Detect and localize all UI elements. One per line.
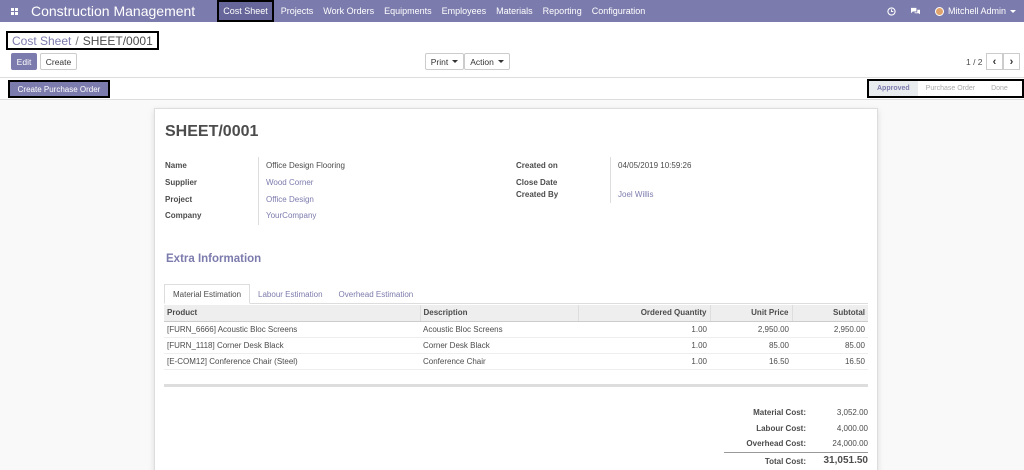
status-bar: Create Purchase Order Approved Purchase … — [0, 78, 1024, 100]
table-row[interactable]: [E-COM12] Conference Chair (Steel) Confe… — [164, 353, 868, 370]
chevron-down-icon — [452, 60, 459, 63]
name-label: Name — [165, 161, 187, 170]
app-brand[interactable]: Construction Management — [31, 3, 196, 19]
create-button[interactable]: Create — [40, 53, 77, 70]
apps-grid-icon[interactable] — [5, 7, 23, 15]
action-button[interactable]: Action — [464, 53, 510, 70]
column-unit-price[interactable]: Unit Price — [709, 305, 792, 322]
user-menu[interactable]: Mitchell Admin — [934, 6, 1016, 16]
menu-employees[interactable]: Employees — [441, 6, 487, 16]
company-link[interactable]: YourCompany — [266, 211, 317, 220]
notebook-tabs: Material Estimation Labour Estimation Ov… — [164, 284, 868, 304]
cell-product: [E-COM12] Conference Chair (Steel) — [164, 353, 420, 370]
chat-bubbles-icon[interactable] — [910, 7, 921, 16]
table-footer — [164, 384, 868, 387]
field-divider — [258, 157, 259, 225]
field-divider — [610, 157, 611, 203]
cell-description: Corner Desk Black — [420, 337, 578, 354]
menu-configuration[interactable]: Configuration — [591, 6, 646, 16]
cell-subtotal: 16.50 — [792, 353, 868, 370]
menu-materials[interactable]: Materials — [496, 6, 533, 16]
overhead-cost-value: 24,000.00 — [832, 439, 868, 448]
menu-equipments[interactable]: Equipments — [384, 6, 432, 16]
edit-button[interactable]: Edit — [11, 53, 37, 70]
activity-clock-icon[interactable] — [887, 6, 896, 16]
pager-previous-button[interactable]: ‹ — [986, 53, 1003, 70]
column-description[interactable]: Description — [419, 305, 578, 322]
main-menu: Cost Sheet Projects Work Orders Equipmen… — [217, 0, 650, 22]
cell-product: [FURN_1118] Corner Desk Black — [164, 337, 420, 354]
created-on-value: 04/05/2019 10:59:26 — [618, 161, 692, 170]
menu-work-orders[interactable]: Work Orders — [323, 6, 375, 16]
cell-quantity: 1.00 — [578, 321, 710, 338]
pager-next-button[interactable]: › — [1003, 53, 1020, 70]
form-sheet: SHEET/0001 Name Office Design Flooring S… — [154, 108, 878, 470]
stage-pipeline: Approved Purchase Order Done — [867, 79, 1024, 98]
stage-approved[interactable]: Approved — [869, 81, 918, 96]
material-estimation-table: Product Description Ordered Quantity Uni… — [164, 305, 868, 370]
avatar — [934, 6, 944, 16]
user-name: Mitchell Admin — [947, 6, 1006, 16]
labour-cost-label: Labour Cost: — [756, 424, 806, 433]
cell-description: Conference Chair — [420, 353, 578, 370]
column-ordered-quantity[interactable]: Ordered Quantity — [577, 305, 710, 322]
print-label: Print — [430, 56, 449, 67]
cell-unit-price: 85.00 — [710, 337, 792, 354]
material-cost-value: 3,052.00 — [836, 408, 868, 417]
supplier-label: Supplier — [165, 178, 198, 187]
cell-quantity: 1.00 — [578, 353, 710, 370]
chevron-down-icon — [1010, 9, 1016, 13]
chevron-left-icon: ‹ — [992, 55, 997, 68]
total-cost-label: Total Cost: — [764, 457, 806, 466]
cell-product: [FURN_6666] Acoustic Bloc Screens — [164, 321, 420, 338]
total-cost-value: 31,051.50 — [823, 455, 869, 466]
cell-quantity: 1.00 — [578, 337, 710, 354]
menu-cost-sheet[interactable]: Cost Sheet — [217, 0, 274, 22]
column-subtotal[interactable]: Subtotal — [791, 305, 868, 322]
menu-reporting[interactable]: Reporting — [542, 6, 582, 16]
material-cost-label: Material Cost: — [753, 408, 806, 417]
breadcrumb-parent[interactable]: Cost Sheet — [12, 33, 72, 48]
created-by-link[interactable]: Joel Willis — [618, 190, 654, 199]
print-button[interactable]: Print — [425, 53, 464, 70]
tab-material-estimation[interactable]: Material Estimation — [164, 284, 251, 304]
project-label: Project — [165, 195, 193, 204]
chevron-right-icon: › — [1009, 55, 1014, 68]
table-header-row: Product Description Ordered Quantity Uni… — [164, 305, 868, 322]
breadcrumb-current: SHEET/0001 — [82, 33, 153, 48]
top-navbar: Construction Management Cost Sheet Proje… — [0, 0, 1024, 22]
create-purchase-order-button[interactable]: Create Purchase Order — [8, 80, 110, 98]
table-row[interactable]: [FURN_6666] Acoustic Bloc Screens Acoust… — [164, 321, 868, 338]
section-title: Extra Information — [166, 253, 262, 265]
tab-labour-estimation[interactable]: Labour Estimation — [258, 289, 323, 299]
project-link[interactable]: Office Design — [266, 195, 314, 204]
table-row[interactable]: [FURN_1118] Corner Desk Black Corner Des… — [164, 337, 868, 354]
created-by-label: Created By — [516, 190, 559, 199]
name-value: Office Design Flooring — [266, 161, 345, 170]
supplier-link[interactable]: Wood Corner — [266, 178, 314, 187]
close-date-label: Close Date — [516, 178, 558, 187]
cell-subtotal: 2,950.00 — [792, 321, 868, 338]
cell-unit-price: 16.50 — [710, 353, 792, 370]
pager-value: 1 / 2 — [966, 57, 983, 67]
stage-purchase-order[interactable]: Purchase Order — [925, 85, 976, 92]
stage-done[interactable]: Done — [991, 85, 1008, 92]
cell-unit-price: 2,950.00 — [710, 321, 792, 338]
overhead-cost-label: Overhead Cost: — [746, 439, 806, 448]
breadcrumb-separator: / — [75, 33, 79, 48]
action-label: Action — [470, 56, 494, 67]
labour-cost-value: 4,000.00 — [836, 424, 868, 433]
record-title: SHEET/0001 — [165, 123, 259, 140]
cell-description: Acoustic Bloc Screens — [420, 321, 578, 338]
chevron-down-icon — [497, 60, 504, 63]
tab-overhead-estimation[interactable]: Overhead Estimation — [338, 289, 414, 299]
menu-projects[interactable]: Projects — [280, 6, 314, 16]
company-label: Company — [165, 211, 202, 220]
cell-subtotal: 85.00 — [792, 337, 868, 354]
control-panel: Cost Sheet / SHEET/0001 Edit Create Prin… — [0, 22, 1024, 78]
column-product[interactable]: Product — [164, 305, 420, 322]
totals-divider — [724, 452, 868, 453]
created-on-label: Created on — [516, 161, 558, 170]
breadcrumb: Cost Sheet / SHEET/0001 — [6, 31, 159, 50]
